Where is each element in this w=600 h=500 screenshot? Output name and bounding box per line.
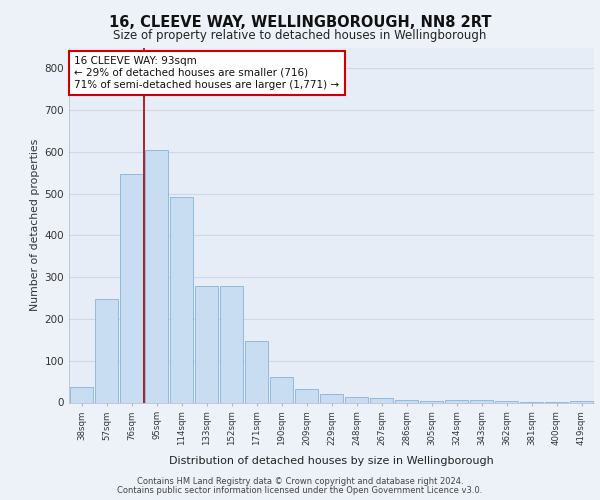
Bar	[370, 398, 394, 402]
Bar	[245, 340, 268, 402]
Bar	[494, 401, 518, 402]
Bar	[320, 394, 343, 402]
Bar	[344, 396, 368, 402]
Bar	[220, 286, 244, 403]
Text: Size of property relative to detached houses in Wellingborough: Size of property relative to detached ho…	[113, 29, 487, 42]
Bar	[470, 400, 493, 402]
Text: Contains public sector information licensed under the Open Government Licence v3: Contains public sector information licen…	[118, 486, 482, 495]
X-axis label: Distribution of detached houses by size in Wellingborough: Distribution of detached houses by size …	[169, 456, 494, 466]
Bar	[419, 401, 443, 402]
Bar	[569, 401, 593, 402]
Y-axis label: Number of detached properties: Number of detached properties	[31, 139, 40, 311]
Text: Contains HM Land Registry data © Crown copyright and database right 2024.: Contains HM Land Registry data © Crown c…	[137, 477, 463, 486]
Bar	[145, 150, 169, 403]
Bar	[95, 299, 118, 403]
Bar	[119, 174, 143, 402]
Bar	[445, 400, 469, 402]
Text: 16, CLEEVE WAY, WELLINGBOROUGH, NN8 2RT: 16, CLEEVE WAY, WELLINGBOROUGH, NN8 2RT	[109, 15, 491, 30]
Bar	[170, 196, 193, 402]
Text: 16 CLEEVE WAY: 93sqm
← 29% of detached houses are smaller (716)
71% of semi-deta: 16 CLEEVE WAY: 93sqm ← 29% of detached h…	[74, 56, 340, 90]
Bar	[295, 388, 319, 402]
Bar	[194, 286, 218, 403]
Bar	[70, 387, 94, 402]
Bar	[269, 378, 293, 402]
Bar	[395, 400, 418, 402]
